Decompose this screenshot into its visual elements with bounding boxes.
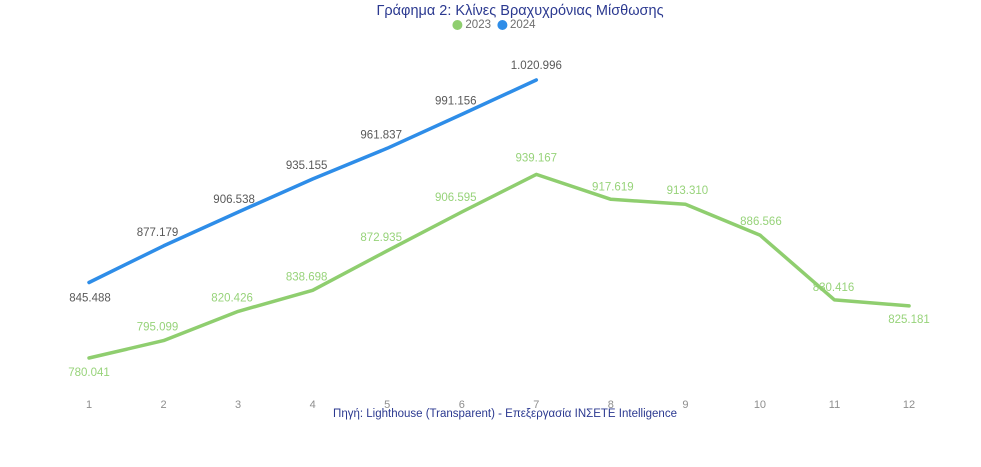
data-label: 820.426 (211, 292, 253, 304)
data-label: 991.156 (435, 95, 477, 107)
series-line-2024[interactable] (87, 78, 539, 285)
data-label: 845.488 (69, 292, 111, 304)
series-line-2023[interactable] (87, 172, 911, 360)
x-axis-label: 1 (86, 399, 92, 411)
x-axis-label: 4 (310, 399, 316, 411)
x-axis-label: 3 (235, 399, 241, 411)
legend-swatch-2024-icon (497, 20, 507, 30)
data-label: 913.310 (667, 185, 709, 197)
x-axis-label: 5 (384, 399, 390, 411)
data-label: 780.041 (68, 367, 110, 379)
data-label: 935.155 (286, 160, 328, 172)
legend-label-2024: 2024 (510, 19, 536, 31)
data-label: 872.935 (360, 232, 402, 244)
x-axis-label: 6 (459, 399, 465, 411)
x-axis-label: 7 (533, 399, 539, 411)
data-label: 906.595 (435, 192, 477, 204)
chart-title: Γράφημα 2: Κλίνες Βραχυχρόνιας Μίσθωσης (376, 3, 664, 19)
data-label: 886.566 (740, 216, 782, 228)
data-label: 1.020.996 (511, 60, 562, 72)
legend-label-2023: 2023 (465, 19, 491, 31)
chart-legend: 2023 2024 (452, 19, 536, 31)
x-axis-label: 12 (903, 399, 915, 411)
x-axis-label: 8 (608, 399, 614, 411)
x-axis-label: 2 (160, 399, 166, 411)
x-axis-label: 10 (754, 399, 766, 411)
data-label: 838.698 (286, 271, 328, 283)
legend-item-2023[interactable]: 2023 (452, 19, 491, 31)
legend-item-2024[interactable]: 2024 (497, 19, 536, 31)
data-label: 939.167 (516, 152, 558, 164)
source-caption: Πηγή: Lighthouse (Transparent) - Επεξεργ… (333, 408, 677, 420)
data-label: 917.619 (592, 181, 634, 193)
x-axis-label: 11 (829, 399, 840, 411)
data-label: 877.179 (137, 227, 179, 239)
data-label: 906.538 (213, 194, 255, 206)
x-axis-label: 9 (682, 399, 688, 411)
data-label: 795.099 (137, 322, 179, 334)
legend-swatch-2023-icon (452, 20, 463, 30)
data-label: 961.837 (360, 129, 402, 141)
data-label: 825.181 (888, 314, 930, 326)
